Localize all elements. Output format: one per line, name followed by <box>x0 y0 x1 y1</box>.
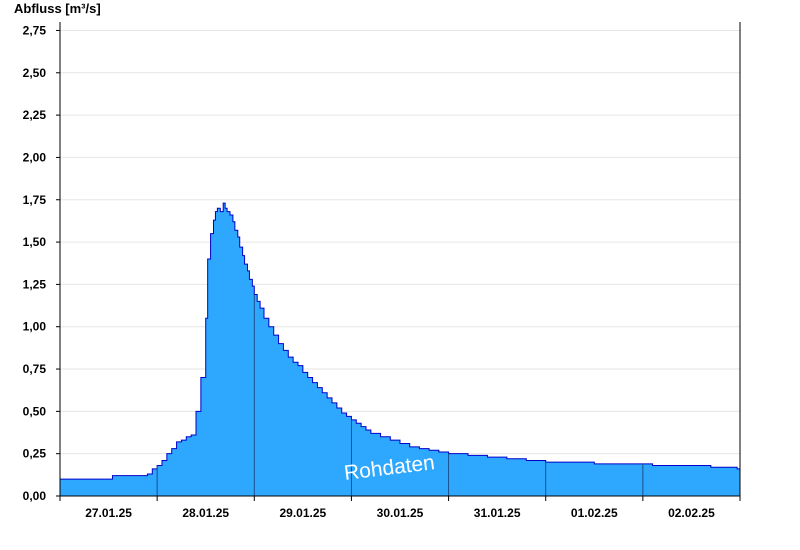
y-tick-label: 0,00 <box>23 489 47 503</box>
y-tick-label: 1,75 <box>23 193 47 207</box>
discharge-line <box>60 202 740 480</box>
y-tick-label: 0,75 <box>23 362 47 376</box>
y-tick-label: 1,25 <box>23 277 47 291</box>
y-tick-label: 0,50 <box>23 404 47 418</box>
y-tick-label: 0,25 <box>23 447 47 461</box>
axes <box>59 22 741 497</box>
y-tick-label: 1,00 <box>23 320 47 334</box>
x-tick-label: 01.02.25 <box>571 506 618 520</box>
y-tick-label: 2,00 <box>23 150 47 164</box>
x-tick-label: 02.02.25 <box>668 506 715 520</box>
y-axis-title: Abfluss [m³/s] <box>14 1 101 16</box>
x-tick-label: 28.01.25 <box>182 506 229 520</box>
y-tick-label: 2,25 <box>23 108 47 122</box>
y-tick-label: 2,50 <box>23 66 47 80</box>
discharge-area <box>60 203 740 496</box>
x-ticks: 27.01.25 28.01.25 29.01.25 30.01.25 31.01.25… <box>59 496 741 520</box>
y-ticks: 0,00 0,25 0,50 0,75 1,00 1,25 1,50 1,75 2,00 2,25… <box>23 23 60 503</box>
grid-lines <box>60 29 740 497</box>
x-tick-label: 27.01.25 <box>85 506 132 520</box>
y-tick-label: 2,75 <box>23 23 47 37</box>
area-layer <box>60 202 740 496</box>
x-tick-label: 31.01.25 <box>474 506 521 520</box>
day-dividers <box>156 294 644 496</box>
x-tick-label: 30.01.25 <box>377 506 424 520</box>
y-tick-label: 1,50 <box>23 235 47 249</box>
x-tick-label: 29.01.25 <box>279 506 326 520</box>
